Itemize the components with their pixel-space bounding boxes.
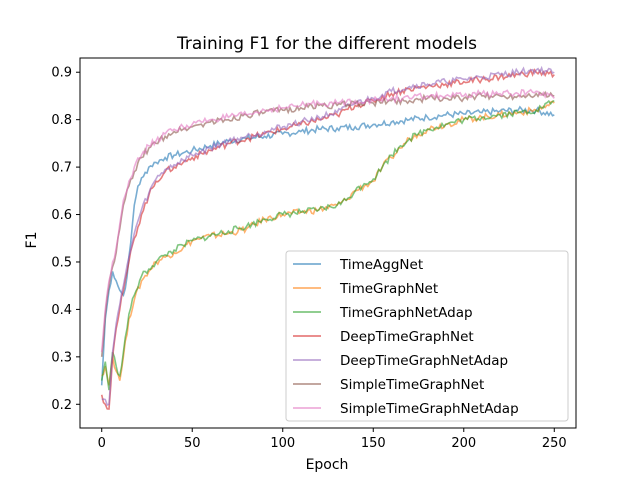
axes: 0 50 100 150 200 250 0.2 0.3 0.4 0.5 0.6 0.7 0.8 0.9: [51, 57, 577, 451]
x-tick-label: 250: [542, 436, 567, 451]
x-axis-label: Epoch: [306, 457, 349, 473]
x-tick-label: 0: [98, 436, 106, 451]
y-tick-label: 0.7: [51, 161, 72, 176]
y-tick-label: 0.2: [51, 398, 72, 413]
y-axis-label: F1: [24, 232, 40, 249]
legend-label: SimpleTimeGraphNetAdap: [340, 401, 519, 417]
legend-box: [285, 250, 569, 422]
series-line-5: [100, 90, 555, 357]
plot-frame: [79, 57, 577, 429]
y-tick-label: 0.3: [51, 350, 72, 365]
legend-label: TimeGraphNetAdap: [339, 305, 473, 321]
series-line-1: [101, 100, 555, 386]
x-tick-label: 200: [451, 436, 476, 451]
legend: TimeAggNet TimeGraphNet TimeGraphNetAdap De…: [285, 250, 569, 422]
y-tick-label: 0.6: [51, 208, 72, 223]
y-tick-label: 0.4: [51, 303, 72, 318]
x-tick-label: 50: [184, 436, 201, 451]
series-line-3: [100, 68, 555, 410]
y-tick-label: 0.9: [51, 66, 72, 81]
chart-title: Training F1 for the different models: [176, 34, 477, 54]
legend-label: SimpleTimeGraphNet: [340, 377, 484, 393]
series-line-6: [100, 88, 555, 353]
series-line-2: [100, 99, 555, 391]
legend-label: TimeAggNet: [339, 257, 423, 273]
y-tick-label: 0.8: [51, 113, 72, 128]
series-line-4: [101, 65, 555, 407]
plot-area: [100, 65, 555, 410]
x-tick-label: 150: [361, 436, 386, 451]
legend-label: DeepTimeGraphNetAdap: [340, 353, 508, 369]
x-tick-label: 100: [270, 436, 295, 451]
legend-label: TimeGraphNet: [339, 281, 438, 297]
legend-label: DeepTimeGraphNet: [340, 329, 474, 345]
y-tick-label: 0.5: [51, 255, 72, 270]
series-line-0: [100, 105, 555, 386]
